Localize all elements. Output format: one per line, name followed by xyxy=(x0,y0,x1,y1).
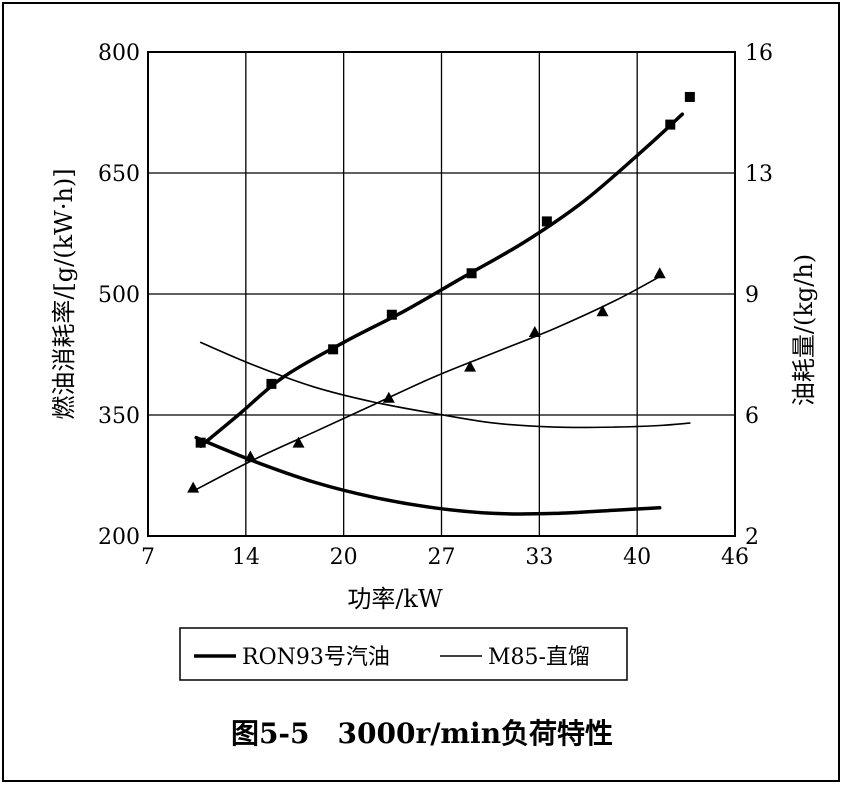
data-point-square xyxy=(195,437,206,448)
legend-box xyxy=(179,627,628,681)
x-tick-label: 46 xyxy=(721,545,749,570)
series-bsfc-curve-2 xyxy=(194,435,662,516)
x-tick-label: 20 xyxy=(330,545,358,570)
data-point-square xyxy=(684,91,695,102)
series-fuel-consumption-points-4 xyxy=(187,267,666,493)
chart: 7 14 20 27 33 40 46 200 350 500 650 800 2 6 9 13 16 功率/k… xyxy=(50,41,818,681)
data-point-square xyxy=(328,344,339,355)
data-point-triangle xyxy=(187,481,200,493)
x-axis-title: 功率/kW xyxy=(347,585,443,613)
data-point-triangle xyxy=(653,267,666,279)
data-point-square xyxy=(466,268,477,279)
data-point-triangle xyxy=(292,436,305,448)
data-point-square xyxy=(386,309,397,320)
series-layer xyxy=(187,91,695,516)
grid xyxy=(148,52,735,536)
y-right-tick-label: 16 xyxy=(745,41,773,66)
y-left-tick-label: 650 xyxy=(98,162,140,187)
x-tick-label: 7 xyxy=(141,545,155,570)
y-right-tick-label: 9 xyxy=(745,283,759,308)
x-tick-label: 27 xyxy=(428,545,456,570)
series-fuel-consumption-points-1 xyxy=(195,91,695,448)
y-left-tick-label: 350 xyxy=(98,404,140,429)
data-point-triangle xyxy=(244,450,257,462)
y-left-tick-label: 800 xyxy=(98,41,140,66)
x-tick-label: 40 xyxy=(623,545,651,570)
data-point-triangle xyxy=(382,391,395,403)
series-fuel-consumption-curve-0 xyxy=(198,112,685,448)
y-right-tick-label: 13 xyxy=(745,162,773,187)
legend-label-m85: M85-直馏 xyxy=(488,645,590,670)
y-right-tick-label: 6 xyxy=(745,404,759,429)
plot-border xyxy=(147,51,736,537)
y-right-tick-label: 2 xyxy=(745,525,759,550)
y-left-tick-label: 200 xyxy=(98,525,140,550)
x-tick-label: 14 xyxy=(232,545,260,570)
ticks-layer: 7 14 20 27 33 40 46 200 350 500 650 800 2 6 9 13 16 xyxy=(98,41,773,570)
data-point-triangle xyxy=(464,360,477,372)
y-left-axis-title: 燃油消耗率/[g/(kW·h)] xyxy=(50,168,78,419)
y-left-tick-label: 500 xyxy=(98,283,140,308)
data-point-square xyxy=(266,378,277,389)
data-point-square xyxy=(541,216,552,227)
x-tick-label: 33 xyxy=(525,545,553,570)
figure-caption: 图5-5 3000r/min负荷特性 xyxy=(230,717,614,750)
legend-label-ron93: RON93号汽油 xyxy=(242,645,390,670)
series-fuel-consumption-curve-3 xyxy=(192,275,661,492)
data-point-triangle xyxy=(528,326,541,338)
y-right-axis-title: 油耗量/(kg/h) xyxy=(790,254,818,406)
data-point-square xyxy=(665,119,676,130)
legend: RON93号汽油 M85-直馏 xyxy=(179,627,628,681)
series-bsfc-curve-5 xyxy=(199,341,691,429)
data-point-triangle xyxy=(596,305,609,317)
